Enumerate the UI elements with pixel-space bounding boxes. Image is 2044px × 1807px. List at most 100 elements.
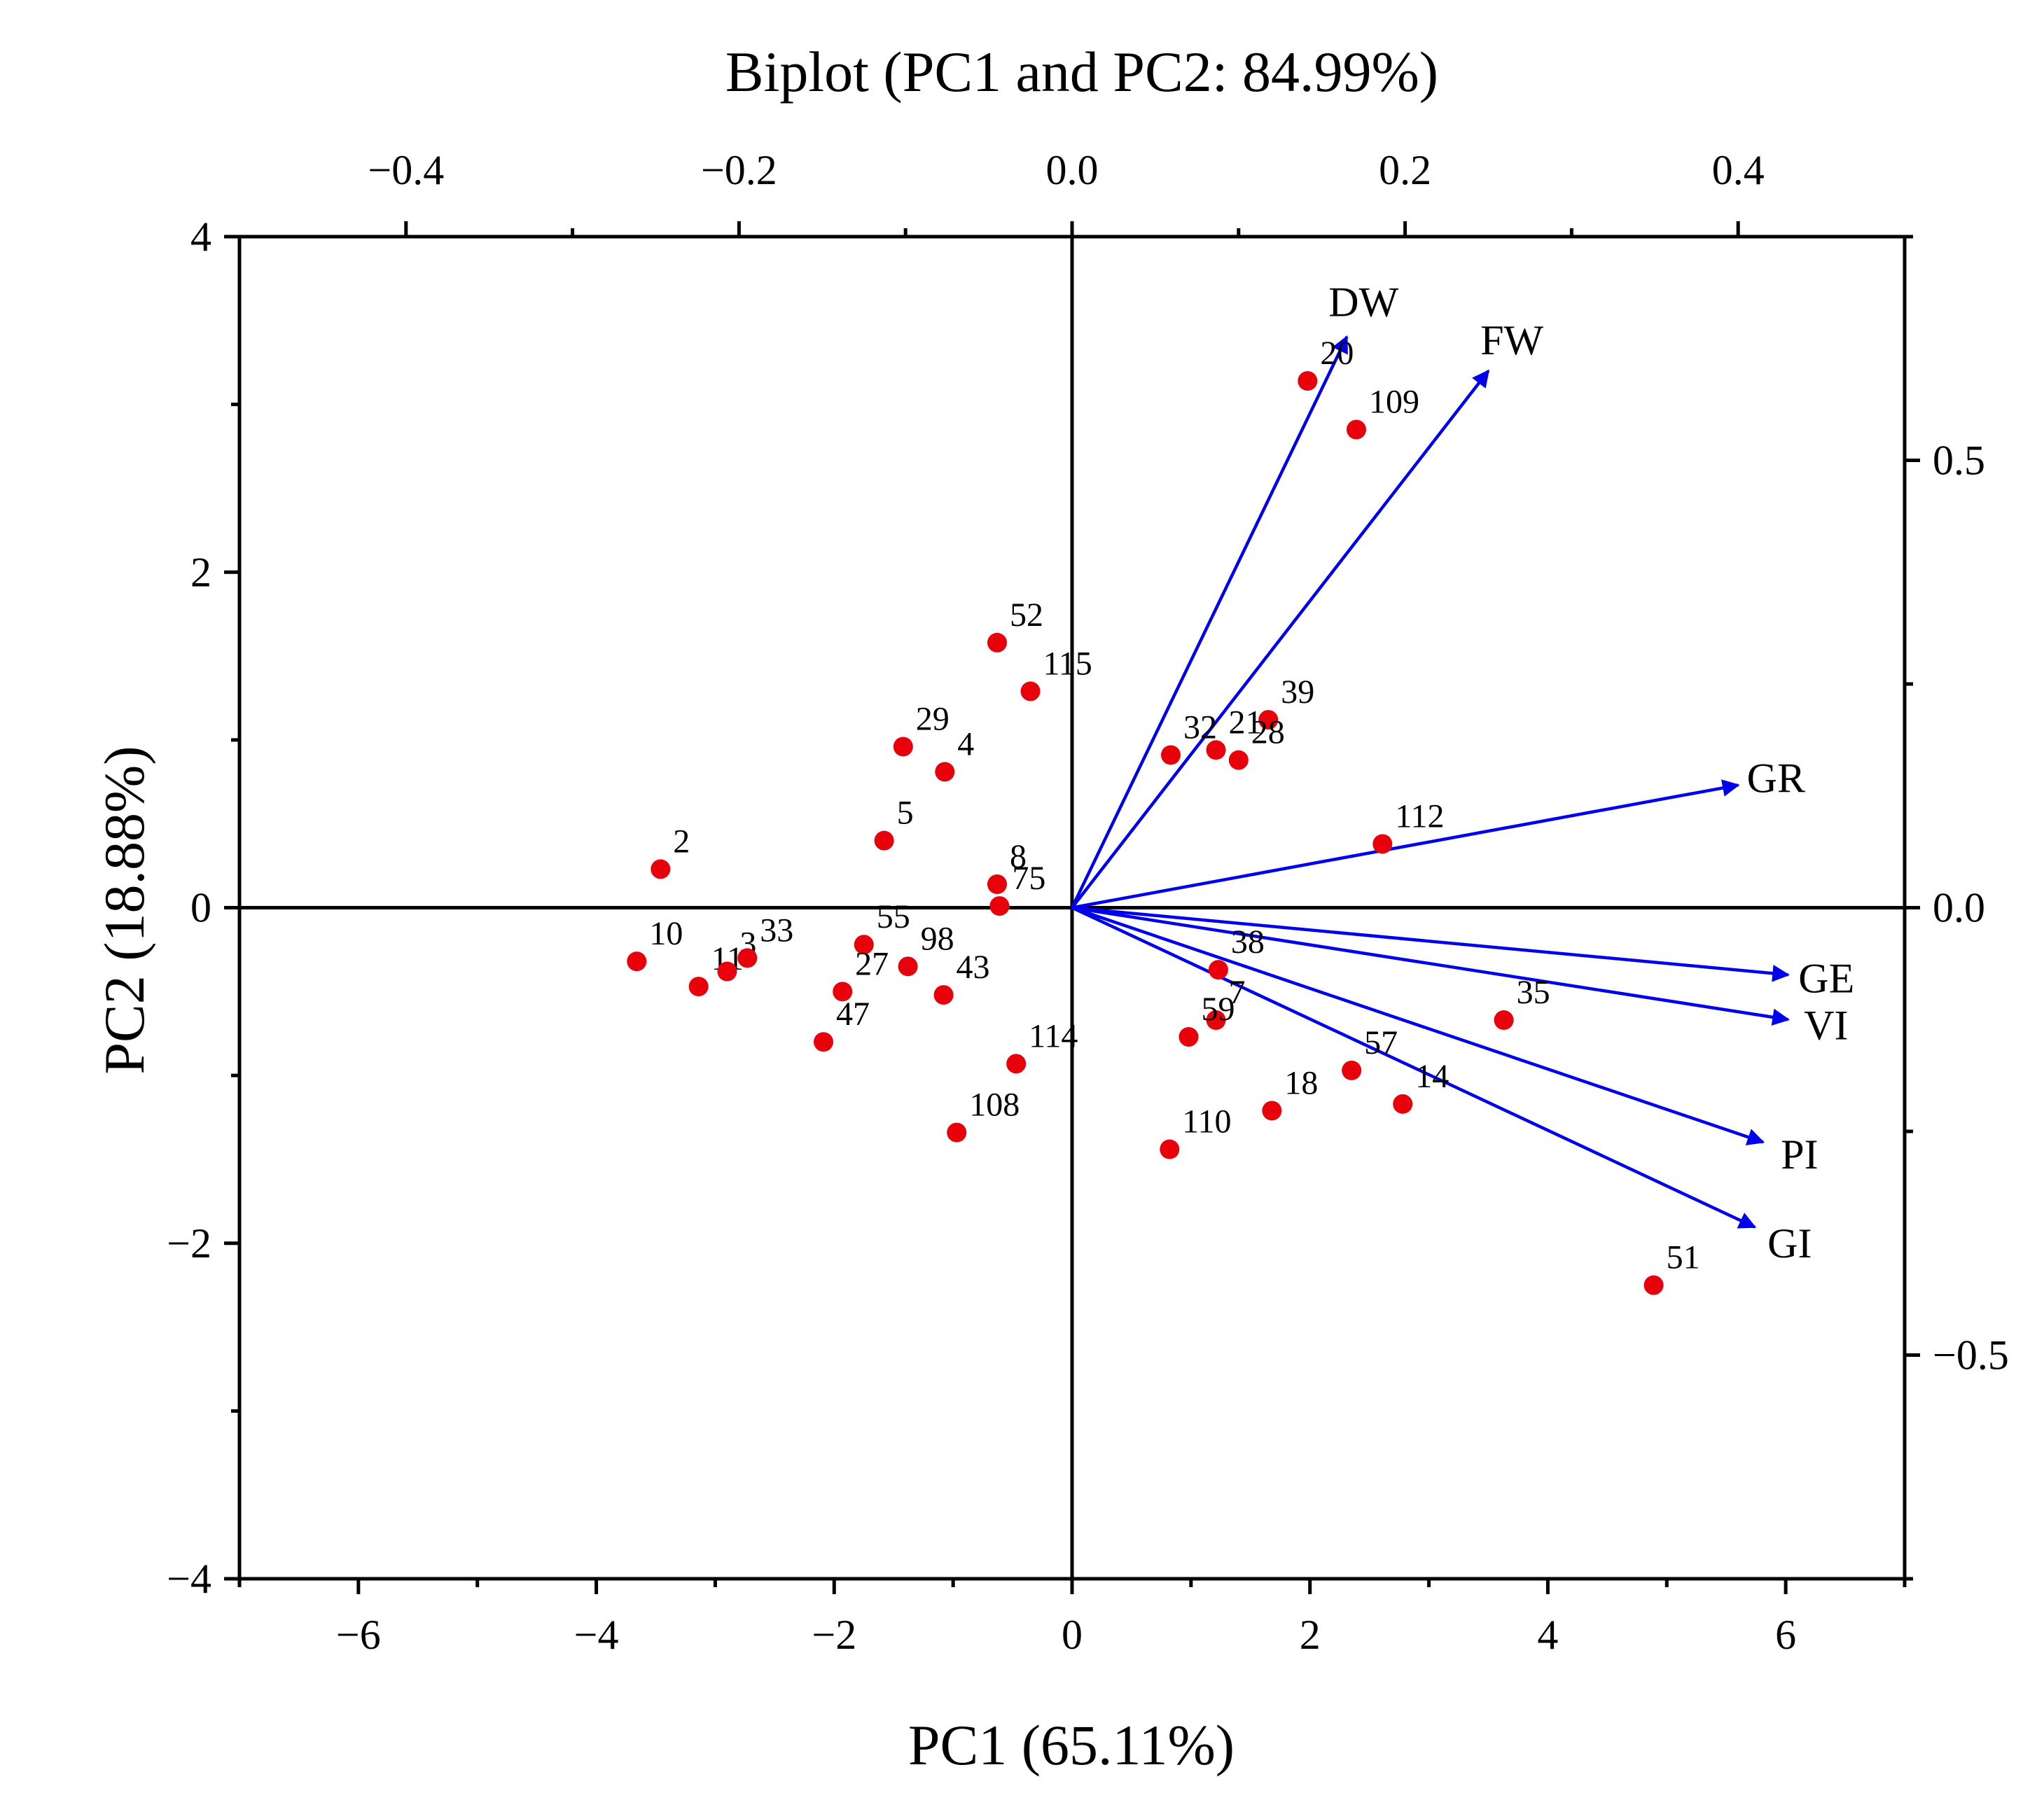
score-point [1393,1094,1413,1114]
score-point-label: 27 [855,945,889,982]
score-point [1020,681,1041,702]
score-point [1208,960,1228,980]
score-point [717,961,737,982]
score-point [1346,419,1366,440]
score-point-label: 5 [897,795,914,832]
score-point-label: 98 [921,920,954,957]
x-axis-title: PC1 (65.11%) [908,1713,1235,1777]
score-point [1262,1101,1282,1121]
top-tick-label: −0.2 [701,147,777,193]
score-point-label: 2 [673,823,690,860]
loading-vector-ge [1071,906,1791,982]
score-point [987,632,1007,653]
score-point [813,1032,833,1052]
right-tick-label: −0.5 [1933,1332,2009,1379]
loading-vector-label: FW [1480,317,1543,363]
top-tick-label: 0.4 [1712,147,1765,193]
score-point [688,977,709,997]
y-tick-label: 0 [190,885,211,931]
right-tick-label: 0.0 [1933,885,1985,931]
score-point-label: 18 [1284,1064,1318,1101]
y-axis-title: PC2 (18.88%) [92,746,156,1074]
loading-vector-fw [1071,369,1490,909]
score-point [1206,740,1226,760]
score-point-label: 21 [1229,704,1263,741]
top-tick-label: 0.2 [1379,147,1431,193]
score-point-label: 51 [1667,1239,1700,1276]
loading-vector-pi [1071,906,1765,1145]
score-point [1006,1054,1027,1074]
loading-vector-label: PI [1781,1131,1818,1178]
score-point-label: 32 [1183,709,1217,746]
score-point-label: 20 [1320,335,1354,372]
score-point [1372,834,1393,854]
score-point-label: 10 [649,915,683,952]
score-point [989,896,1010,916]
score-point [651,859,671,879]
loading-vector-label: GR [1747,755,1805,801]
score-point [627,951,647,972]
score-point [1228,750,1249,770]
y-tick-label: −2 [167,1220,211,1267]
y-tick-label: −4 [167,1556,211,1602]
score-point-label: 112 [1395,797,1444,835]
score-point-label: 39 [1281,674,1314,711]
score-point-label: 33 [760,912,793,949]
score-point [1494,1010,1514,1031]
right-tick-label: 0.5 [1933,438,1985,484]
score-point [987,874,1007,894]
score-point-label: 8 [1010,838,1027,875]
loading-vector-label: DW [1328,279,1398,326]
top-tick-label: −0.4 [368,147,444,193]
loading-vector-dw [1070,335,1349,909]
score-point-label: 28 [1251,714,1285,751]
score-point-label: 38 [1231,923,1265,961]
score-point-label: 35 [1517,974,1550,1011]
right-axis-ticks: −0.5 0.0 0.5 [1905,235,2009,1581]
score-point-label: 4 [957,725,974,762]
score-point-label: 75 [1012,860,1045,897]
score-point [1643,1275,1664,1295]
x-tick-label: 4 [1537,1612,1558,1658]
loading-vector-label: GE [1798,955,1854,1001]
left-axis-ticks: −4 −2 0 2 4 [167,214,239,1602]
score-point [933,985,954,1005]
score-point [1179,1027,1199,1047]
score-point [1258,710,1279,730]
x-tick-label: −2 [812,1612,856,1658]
score-point [1206,1010,1226,1031]
top-tick-label: 0.0 [1046,147,1099,193]
score-point-label: 57 [1364,1024,1398,1061]
score-point-label: 109 [1369,384,1419,421]
score-point-label: 14 [1415,1058,1449,1095]
loading-vector-gr [1071,779,1740,909]
score-point [893,737,913,757]
loading-vector-label: GI [1767,1220,1812,1267]
y-tick-label: 4 [190,214,211,260]
score-point [833,982,853,1002]
score-point-label: 29 [916,700,950,737]
x-tick-label: 6 [1775,1612,1796,1658]
score-point [947,1122,967,1143]
score-point-label: 59 [1201,991,1235,1028]
score-point-label: 7 [1229,974,1246,1011]
x-tick-label: 2 [1300,1612,1321,1658]
score-point-label: 108 [969,1087,1020,1124]
score-point [1342,1060,1362,1080]
score-point-label: 110 [1182,1103,1231,1140]
score-point [898,956,918,977]
loading-vector-label: VI [1804,1003,1848,1049]
score-point-label: 43 [957,949,990,986]
x-tick-label: −4 [574,1612,619,1658]
loading-vector-gi [1071,906,1757,1229]
x-tick-label: −6 [336,1612,381,1658]
score-point-label: 55 [877,898,910,935]
top-axis-ticks: −0.4 −0.2 0.0 0.2 0.4 [368,147,1765,237]
score-point [1160,1139,1180,1159]
chart-title: Biplot (PC1 and PC2: 84.99%) [725,40,1438,104]
x-tick-label: 0 [1062,1612,1083,1658]
score-point [1160,745,1181,765]
score-point [737,948,758,968]
